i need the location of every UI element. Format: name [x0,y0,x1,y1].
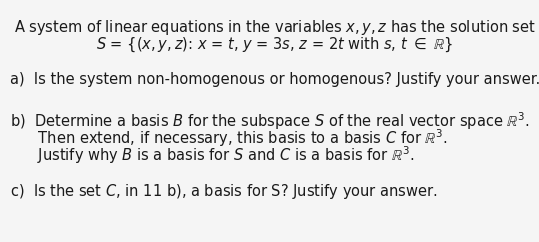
Text: a)  Is the system non-homogenous or homogenous? Justify your answer.: a) Is the system non-homogenous or homog… [10,72,539,87]
Text: A system of linear equations in the variables $x, y, z$ has the solution set: A system of linear equations in the vari… [14,18,536,37]
Text: Justify why $B$ is a basis for $S$ and $C$ is a basis for $\mathbb{R}^3$.: Justify why $B$ is a basis for $S$ and $… [10,144,414,166]
Text: Then extend, if necessary, this basis to a basis $C$ for $\mathbb{R}^3$.: Then extend, if necessary, this basis to… [10,127,448,149]
Text: c)  Is the set $C$, in 11 b), a basis for S? Justify your answer.: c) Is the set $C$, in 11 b), a basis for… [10,182,438,201]
Text: b)  Determine a basis $B$ for the subspace $S$ of the real vector space $\mathbb: b) Determine a basis $B$ for the subspac… [10,110,530,132]
Text: $S$ = {($x, y, z$): $x$ = $t$, $y$ = 3$s$, $z$ = 2$t$ with $s$, $t$ $\in$ $\math: $S$ = {($x, y, z$): $x$ = $t$, $y$ = 3$s… [96,36,454,54]
